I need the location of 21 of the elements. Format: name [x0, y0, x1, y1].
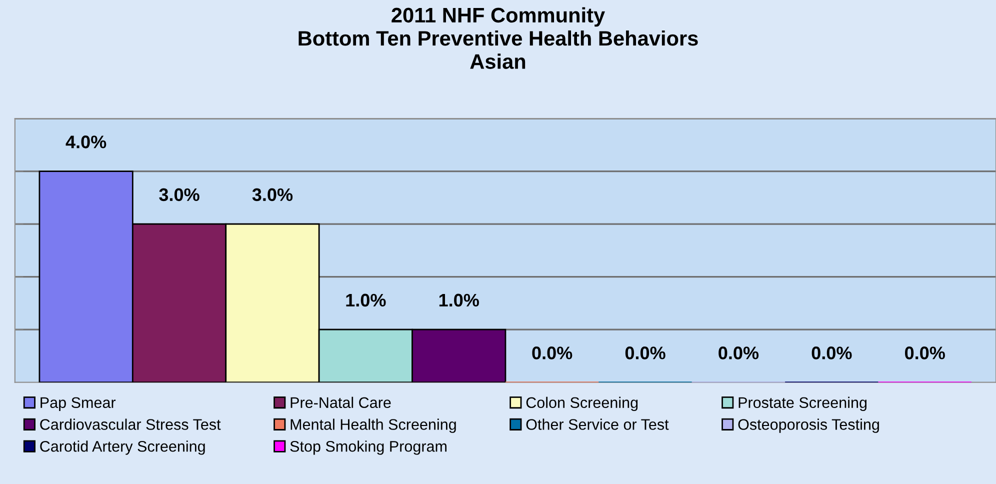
legend-label: Prostate Screening — [738, 396, 866, 412]
data-label: 0.0% — [532, 346, 572, 360]
data-label: 3.0% — [159, 188, 200, 202]
legend-label: Other Service or Test — [526, 418, 669, 430]
legend-label: Pre-Natal Care — [290, 396, 391, 408]
data-label: 1.0% — [439, 294, 479, 307]
chart-title: 2011 NHF Community Bottom Ten Preventive Health Behaviors Asian — [298, 7, 698, 69]
data-label: 4.0% — [66, 136, 106, 148]
data-label: 0.0% — [718, 346, 759, 360]
legend-label: Stop Smoking Program — [290, 440, 446, 455]
data-label: 0.0% — [812, 346, 852, 360]
data-label: 3.0% — [252, 188, 293, 202]
legend-label: Mental Health Screening — [290, 418, 456, 433]
legend-label: Pap Smear — [40, 397, 116, 412]
legend-label: Colon Screening — [526, 396, 638, 412]
legend-label: Osteoporosis Testing — [738, 418, 879, 433]
data-label: 0.0% — [905, 346, 945, 360]
data-label: 1.0% — [346, 294, 386, 307]
legend-label: Carotid Artery Screening — [40, 440, 205, 455]
data-label: 0.0% — [625, 346, 666, 360]
legend-label: Cardiovascular Stress Test — [40, 418, 221, 430]
